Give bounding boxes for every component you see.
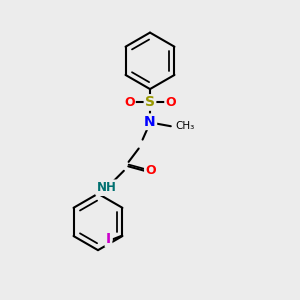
Text: N: N	[144, 115, 156, 129]
Text: NH: NH	[97, 181, 117, 194]
Text: O: O	[145, 164, 156, 177]
Text: O: O	[166, 96, 176, 109]
Text: O: O	[124, 96, 134, 109]
Text: I: I	[106, 232, 111, 246]
Text: CH₃: CH₃	[176, 121, 195, 131]
Text: S: S	[145, 95, 155, 110]
